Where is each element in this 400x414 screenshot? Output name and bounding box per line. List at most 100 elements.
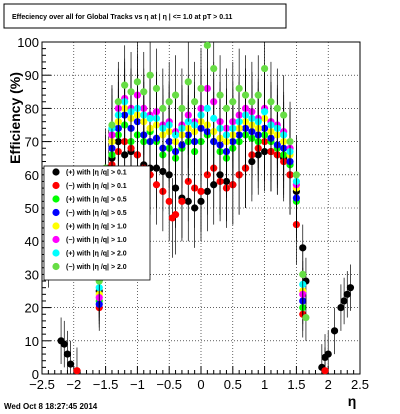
legend-marker [52,208,60,217]
data-point [73,367,81,375]
legend-label: (+) with |η /q| > 2.0 [66,251,127,258]
data-point [299,270,307,278]
data-point [152,84,161,93]
x-tick-label: 0.5 [224,377,242,392]
x-axis-label: η [348,393,357,409]
data-point [286,138,294,146]
legend-label: (−) with |η /q| > 0.5 [66,210,127,217]
legend-marker [52,222,60,230]
x-tick-label: 0 [197,377,204,392]
data-point [60,340,68,348]
data-point [203,41,211,49]
legend-marker [52,249,60,257]
legend-marker [52,168,60,176]
data-point [133,78,141,86]
legend-label: (−) with |η /q| > 2.0 [66,264,127,271]
data-point [152,181,161,189]
data-point [273,104,281,112]
data-point [67,360,75,368]
x-tick-label: 1 [261,377,268,392]
data-point [346,284,355,292]
x-tick-label: −1.5 [93,377,119,392]
data-point [146,71,154,79]
data-point [171,91,180,99]
data-point [299,244,307,252]
y-tick-label: 40 [25,234,39,249]
y-axis-ticks: 0 10 20 30 40 50 60 70 80 90 100 [17,35,51,382]
legend-label: (−) with |η /q| > 1.0 [66,237,127,244]
y-tick-label: 100 [17,35,39,50]
data-point [127,88,135,96]
data-point [159,104,167,112]
title-box [3,3,287,29]
y-tick-label: 50 [25,201,39,216]
data-point [197,84,205,93]
y-tick-label: 90 [25,68,39,83]
data-point [140,88,148,96]
legend-label: (+) with |η /q| > 1.0 [66,224,127,231]
y-tick-label: 60 [25,168,39,183]
y-tick-label: 30 [25,267,39,282]
data-point [343,290,351,298]
legend-marker [52,181,60,190]
x-tick-label: −2 [66,377,81,392]
data-point [63,350,72,358]
data-point [108,121,116,129]
data-point [121,81,129,89]
y-axis-label: Efficiency (%) [7,72,23,164]
data-point [340,297,348,305]
x-tick-label: 2 [325,377,332,392]
legend-label: (−) with |η /q| > 0.1 [66,183,127,190]
data-point [241,91,250,99]
data-point [197,187,205,195]
data-point [248,98,256,106]
data-point [178,104,186,112]
data-point [321,367,329,375]
data-point [184,78,192,86]
data-point [280,111,288,119]
data-point [235,84,243,93]
y-tick-label: 80 [25,101,39,116]
legend-marker [52,262,60,271]
data-point [261,108,269,116]
data-point [191,98,199,106]
x-tick-label: −1 [130,377,145,392]
data-point [210,114,218,122]
legend-box [43,165,151,281]
data-point [324,350,332,358]
data-point [165,197,173,205]
legend-label: (+) with |η /q| > 0.5 [66,197,127,204]
data-point [254,91,262,99]
x-tick-label: −0.5 [156,377,182,392]
data-point [171,211,180,219]
data-point [330,327,339,335]
data-point [216,91,224,99]
chart-title: Effeciency over all for Global Tracks vs… [12,14,233,21]
data-point [203,104,211,112]
y-tick-label: 70 [25,135,39,150]
data-point [302,313,310,322]
data-point [261,64,269,73]
x-axis-ticks: −2.5 −2 −1.5 −1 −0.5 0 0.5 1 1.5 2 2.5 [29,366,369,392]
legend: (+) with |η /q| > 0.1 (−) with |η /q| > 0… [43,165,151,281]
legend-marker [52,195,60,203]
data-point [267,98,275,106]
x-tick-label: 2.5 [351,377,369,392]
x-tick-label: 1.5 [287,377,305,392]
data-point [222,104,231,112]
legend-label: (+) with |η /q| > 0.1 [66,170,127,177]
timestamp-footer: Wed Oct 8 18:27:45 2014 [4,402,98,411]
data-point [210,64,218,73]
legend-marker [52,235,60,244]
y-tick-label: 0 [32,367,39,382]
data-point [146,114,154,122]
y-tick-label: 20 [25,301,39,316]
data-point [114,98,122,106]
x-tick-label: −2.5 [29,377,55,392]
data-point [178,197,186,205]
data-point [292,171,300,179]
data-point [165,98,173,106]
data-point [229,98,237,106]
